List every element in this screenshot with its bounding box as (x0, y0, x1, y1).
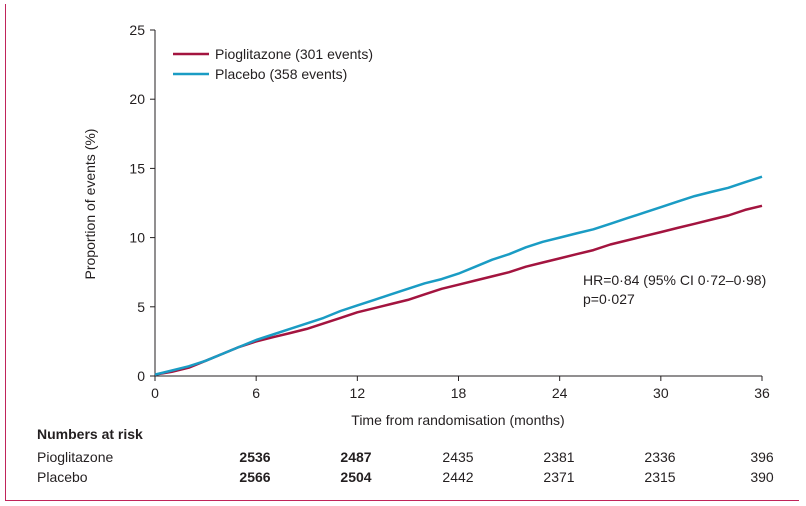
y-axis-label: Proportion of events (%) (82, 129, 98, 280)
y-tick-label: 15 (129, 160, 145, 176)
numbers-at-risk-title: Numbers at risk (37, 426, 143, 442)
risk-value: 390 (750, 469, 774, 485)
x-tick-label: 12 (350, 385, 366, 401)
series-line-1 (154, 175, 763, 376)
risk-value: 396 (750, 449, 774, 465)
series-line-0 (154, 204, 763, 376)
legend-label-1: Placebo (358 events) (215, 66, 347, 82)
y-tick-label: 5 (137, 299, 145, 315)
x-tick-label: 18 (451, 385, 467, 401)
x-tick-label: 24 (552, 385, 568, 401)
y-tick-label: 0 (137, 368, 145, 384)
risk-value: 2442 (442, 469, 474, 485)
x-tick-label: 6 (252, 385, 260, 401)
p-value-annotation: p=0·027 (583, 291, 635, 307)
axes: 0 6 12 18 24 30 36 0 5 10 15 20 25 (129, 22, 770, 401)
legend-label-0: Pioglitazone (301 events) (215, 46, 373, 62)
risk-row-label: Pioglitazone (37, 449, 114, 465)
risk-value: 2504 (340, 469, 372, 485)
x-tick-label: 30 (653, 385, 669, 401)
risk-value: 2566 (239, 469, 271, 485)
risk-value: 2487 (340, 449, 372, 465)
legend: Pioglitazone (301 events) Placebo (358 ev… (173, 46, 373, 82)
risk-value: 2435 (442, 449, 474, 465)
risk-value: 2536 (239, 449, 271, 465)
risk-value: 2336 (644, 449, 676, 465)
series-layer (154, 175, 763, 376)
x-tick-label: 36 (754, 385, 770, 401)
risk-value: 2315 (644, 469, 676, 485)
risk-value: 2371 (543, 469, 575, 485)
x-axis-label: Time from randomisation (months) (351, 412, 564, 428)
x-tick-label: 0 (151, 385, 159, 401)
risk-value: 2381 (543, 449, 575, 465)
hazard-ratio-annotation: HR=0·84 (95% CI 0·72–0·98) (583, 272, 766, 288)
y-tick-label: 10 (129, 230, 145, 246)
y-tick-label: 20 (129, 91, 145, 107)
y-tick-label: 25 (129, 22, 145, 38)
risk-row-label: Placebo (37, 469, 88, 485)
figure-frame (5, 4, 799, 501)
